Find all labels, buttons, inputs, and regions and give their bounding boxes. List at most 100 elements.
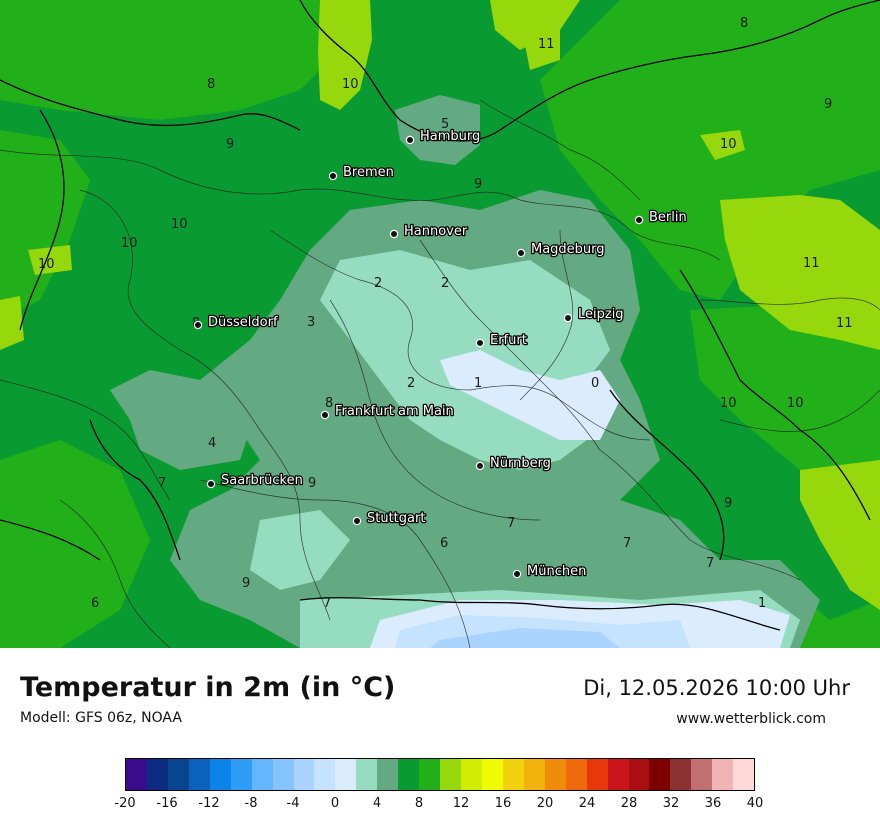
city-muenchen[interactable]: München <box>512 563 588 580</box>
model-info: Modell: GFS 06z, NOAA <box>20 710 182 726</box>
legend-swatch <box>502 759 524 790</box>
city-magdeburg[interactable]: Magdeburg <box>516 241 606 258</box>
city-erfurt[interactable]: Erfurt <box>475 332 528 349</box>
legend-swatch <box>314 759 336 790</box>
legend-swatch <box>628 759 650 790</box>
legend-swatch <box>146 759 168 790</box>
city-bremen[interactable]: Bremen <box>328 164 395 181</box>
city-label: Düsseldorf <box>208 315 278 330</box>
city-label: Bremen <box>343 165 394 180</box>
legend-swatch <box>188 759 210 790</box>
legend-swatch <box>335 759 357 790</box>
legend-tick-label: 0 <box>330 796 340 811</box>
isotherm-label: 10 <box>171 217 188 232</box>
isotherm-labels: 8 11 8 9 10 9 5 10 9 10 10 10 11 11 3 2 … <box>38 16 853 611</box>
isotherm-label: 11 <box>803 256 820 271</box>
legend-swatch <box>251 759 273 790</box>
city-frankfurt-am-main[interactable]: Frankfurt am Main <box>320 403 455 420</box>
city-label: Stuttgart <box>367 511 425 526</box>
legend-swatch <box>167 759 189 790</box>
isotherm-label: 7 <box>323 596 331 611</box>
isotherm-label: 8 <box>325 396 333 411</box>
isotherm-label: 7 <box>706 556 714 571</box>
isotherm-label: 8 <box>740 16 748 31</box>
coldest-zones <box>430 628 620 648</box>
legend-swatch <box>230 759 252 790</box>
isotherm-label: 10 <box>787 396 804 411</box>
isotherm-label: 11 <box>836 316 853 331</box>
legend-tick-label: -12 <box>198 796 220 811</box>
isotherm-label: 2 <box>407 376 415 391</box>
city-label: Hannover <box>404 224 468 239</box>
city-label: Berlin <box>649 210 687 225</box>
city-hamburg[interactable]: Hamburg <box>405 128 482 145</box>
legend-swatch <box>356 759 378 790</box>
state-borders <box>0 99 880 648</box>
legend-tick-label: 8 <box>414 796 424 811</box>
temperature-map: 8 11 8 9 10 9 5 10 9 10 10 10 11 11 3 2 … <box>0 0 880 648</box>
legend-tick-label: -20 <box>114 796 136 811</box>
isotherm-label: 10 <box>720 396 737 411</box>
legend-tick-label: 28 <box>620 796 638 811</box>
city-saarbruecken[interactable]: Saarbrücken <box>206 472 304 489</box>
isotherm-label: 9 <box>242 576 250 591</box>
legend-tick-label: 4 <box>372 796 382 811</box>
city-label: Magdeburg <box>531 242 605 257</box>
isotherm-label: 9 <box>308 476 316 491</box>
isotherm-label: 10 <box>720 137 737 152</box>
legend-swatch <box>733 759 755 790</box>
legend-swatch <box>586 759 608 790</box>
city-duesseldorf[interactable]: Düsseldorf <box>193 314 279 331</box>
isotherm-label: 7 <box>158 476 166 491</box>
city-berlin[interactable]: Berlin <box>634 209 688 226</box>
city-markers: Hamburg Bremen Hannover Berlin Magdeburg… <box>193 128 688 580</box>
legend-swatch <box>544 759 566 790</box>
country-borders <box>0 0 880 631</box>
website-label: www.wetterblick.com <box>676 711 826 727</box>
info-panel <box>0 648 880 830</box>
city-leipzig[interactable]: Leipzig <box>563 306 625 323</box>
city-hannover[interactable]: Hannover <box>389 223 469 240</box>
city-label: Hamburg <box>420 129 480 144</box>
city-label: München <box>527 564 586 579</box>
forecast-datetime: Di, 12.05.2026 10:00 Uhr <box>583 676 850 700</box>
legend-tick-label: 16 <box>494 796 512 811</box>
legend-swatch <box>649 759 671 790</box>
city-label: Nürnberg <box>490 456 551 471</box>
isotherm-label: 2 <box>374 276 382 291</box>
isotherm-label: 3 <box>307 315 315 330</box>
legend-swatch <box>607 759 629 790</box>
isotherm-label: 10 <box>38 257 55 272</box>
legend-swatch <box>440 759 461 790</box>
city-stuttgart[interactable]: Stuttgart <box>352 510 427 527</box>
isotherm-label: 9 <box>824 97 832 112</box>
isotherm-label: 5 <box>441 117 449 132</box>
legend-swatch <box>691 759 713 790</box>
isotherm-label: 7 <box>623 536 631 551</box>
isotherm-label: 2 <box>441 276 449 291</box>
city-label: Frankfurt am Main <box>335 404 454 419</box>
city-label: Leipzig <box>578 307 624 322</box>
isotherm-label: 11 <box>538 37 555 52</box>
city-label: Saarbrücken <box>221 473 303 488</box>
legend-swatch <box>419 759 441 790</box>
legend-swatch <box>272 759 294 790</box>
isotherm-label: 1 <box>474 376 482 391</box>
legend-swatch <box>523 759 545 790</box>
legend-swatch <box>712 759 734 790</box>
isotherm-label: 9 <box>724 496 732 511</box>
color-legend <box>125 758 755 791</box>
legend-tick-label: 12 <box>452 796 470 811</box>
isotherm-label: 7 <box>507 516 515 531</box>
legend-swatch <box>461 759 482 790</box>
legend-swatch <box>209 759 231 790</box>
isotherm-label: 8 <box>207 77 215 92</box>
isotherm-label: 1 <box>758 596 766 611</box>
legend-swatch <box>565 759 587 790</box>
legend-swatch <box>398 759 420 790</box>
legend-tick-label: 24 <box>578 796 596 811</box>
legend-tick-label: -16 <box>156 796 178 811</box>
isotherm-label: 6 <box>91 596 99 611</box>
city-nuernberg[interactable]: Nürnberg <box>475 455 552 472</box>
legend-tick-label: 20 <box>536 796 554 811</box>
